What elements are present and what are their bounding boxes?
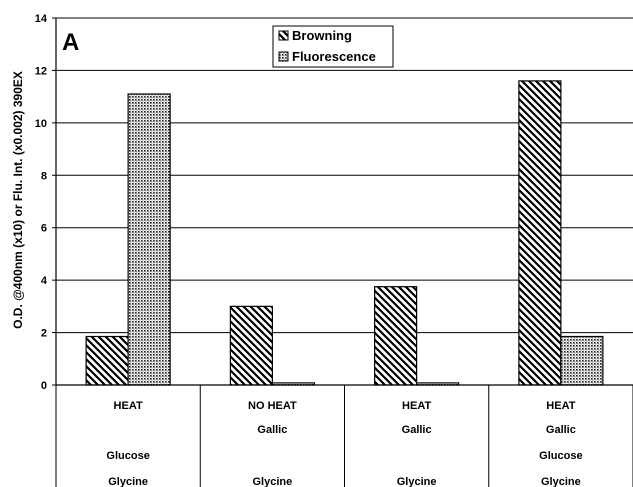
bar-browning: [374, 286, 418, 386]
bar-fluorescence: [127, 93, 171, 386]
x-category-label: Glucose: [106, 450, 149, 462]
panel-label: A: [62, 29, 79, 56]
x-category-label: Glucose: [539, 450, 582, 462]
x-category-label: HEAT: [114, 400, 143, 412]
category-table: HEAT Glucose Glycine NO HEAT Gallic Glycine HE…: [55, 385, 633, 487]
x-category-label: Gallic: [402, 424, 432, 436]
bar-fluorescence: [560, 335, 604, 386]
legend-swatch-fluorescence: [278, 51, 289, 62]
x-category-label: Gallic: [257, 424, 287, 436]
x-category-label: Glycine: [541, 476, 581, 487]
x-category-label: HEAT: [402, 400, 431, 412]
y-tick-label: 6: [41, 223, 47, 235]
y-tick-label: 8: [41, 170, 47, 182]
x-category-label: Glycine: [397, 476, 437, 487]
legend-label-fluorescence: Fluorescence: [292, 49, 376, 64]
x-category-label: HEAT: [546, 400, 575, 412]
x-category-label: NO HEAT: [248, 400, 297, 412]
x-category-label: Glycine: [253, 476, 293, 487]
legend-swatch-browning: [278, 30, 289, 41]
bar-browning: [229, 305, 273, 386]
y-tick-label: 4: [41, 275, 48, 287]
x-category-label: Gallic: [546, 424, 576, 436]
bar-browning: [85, 335, 129, 386]
y-axis-label: O.D. @400nm (x10) or Flu. Int. (x0.002) …: [11, 71, 25, 329]
x-category-label: Glycine: [108, 476, 148, 487]
y-tick-label: 14: [35, 13, 48, 25]
bar-browning: [518, 80, 562, 386]
legend-box: [272, 25, 394, 68]
y-axis-ticks: 0 2 4 6 8 10 12 14: [35, 13, 56, 392]
y-tick-label: 10: [35, 118, 47, 130]
bars: [85, 80, 604, 386]
legend-label-browning: Browning: [292, 28, 352, 43]
legend: Browning Fluorescence: [272, 25, 394, 68]
y-tick-label: 0: [41, 380, 47, 392]
y-tick-label: 12: [35, 65, 47, 77]
y-tick-label: 2: [41, 328, 47, 340]
